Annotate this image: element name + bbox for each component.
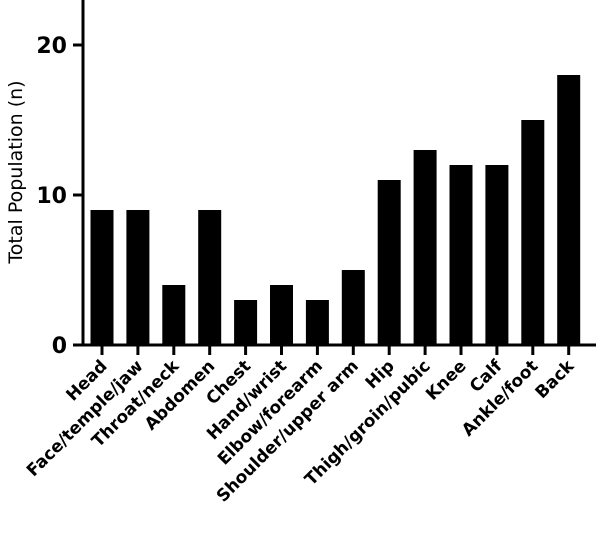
bar	[377, 180, 401, 345]
y-axis-title: Total Population (n)	[5, 80, 27, 264]
x-tick-label: Back	[532, 356, 579, 403]
bar	[270, 285, 293, 345]
bar	[234, 300, 258, 345]
bar	[521, 120, 545, 345]
y-tick-label: 10	[36, 184, 67, 209]
bar	[485, 165, 509, 345]
bars-group	[90, 75, 581, 345]
bar	[413, 150, 437, 345]
x-axis-tick-labels: HeadFace/temple/jawThroat/neckAbdomenChe…	[23, 345, 579, 506]
y-tick-label: 0	[52, 334, 67, 359]
bar	[90, 210, 114, 345]
bar	[305, 300, 329, 345]
y-axis-ticks: 0 10 20	[36, 34, 83, 359]
bar	[198, 210, 222, 345]
bar	[449, 165, 473, 345]
bar	[341, 270, 365, 345]
x-tick-label: Knee	[422, 356, 470, 404]
bar	[126, 210, 150, 345]
bar	[557, 75, 581, 345]
y-tick-label: 20	[36, 34, 67, 59]
bar	[162, 285, 186, 345]
